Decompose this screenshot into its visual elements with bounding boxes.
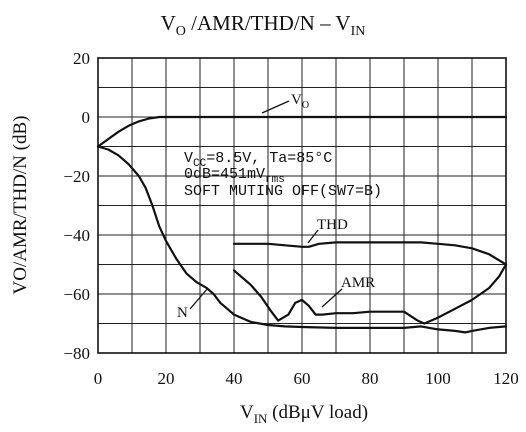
series-labels: VO THD AMR N [177, 92, 375, 321]
series-lines [96, 115, 508, 334]
thd-leader-line [307, 229, 319, 244]
y-tick-label: −20 [63, 167, 90, 186]
n-series-label: N [177, 305, 188, 321]
vo-series-label: VO [291, 92, 309, 111]
y-tick-label: 0 [82, 108, 91, 127]
x-axis-label: VIN (dBμV load) [240, 402, 368, 426]
vo-leader-line [261, 100, 290, 114]
tick-labels: 0 20 40 60 80 100 120 20 0 −20 −40 −60 −80 [63, 49, 518, 388]
series-line-vo [96, 115, 508, 148]
conditions-line-2: 0dB=451mVrms [184, 166, 285, 186]
plot-frame [97, 57, 507, 354]
x-tick-label: 100 [425, 369, 451, 388]
x-tick-label: 60 [294, 369, 311, 388]
y-tick-label: 20 [73, 49, 90, 68]
series-line-thd [232, 241, 508, 266]
n-leader-line [189, 287, 209, 310]
conditions-annotation: VCC=8.5V, Ta=85°C 0dB=451mVrms SOFT MUTI… [184, 150, 382, 200]
chart-title: VO /AMR/THD/N – VIN [161, 11, 366, 39]
x-tick-label: 120 [493, 369, 519, 388]
y-tick-label: −60 [63, 285, 90, 304]
y-tick-label: −80 [63, 344, 90, 363]
x-tick-label: 40 [226, 369, 243, 388]
conditions-line-3: SOFT MUTING OFF(SW7=B) [184, 183, 382, 200]
x-tick-label: 20 [158, 369, 175, 388]
y-tick-label: −40 [63, 226, 90, 245]
series-line-amr [232, 263, 508, 325]
series-line-n [96, 145, 508, 334]
conditions-line-1: VCC=8.5V, Ta=85°C [184, 150, 332, 170]
amr-series-label: AMR [341, 275, 375, 291]
x-tick-label: 80 [362, 369, 379, 388]
amr-leader-line [321, 288, 343, 308]
x-tick-label: 0 [94, 369, 103, 388]
thd-series-label: THD [317, 217, 348, 233]
y-axis-label: VO/AMR/THD/N (dB) [10, 116, 31, 295]
